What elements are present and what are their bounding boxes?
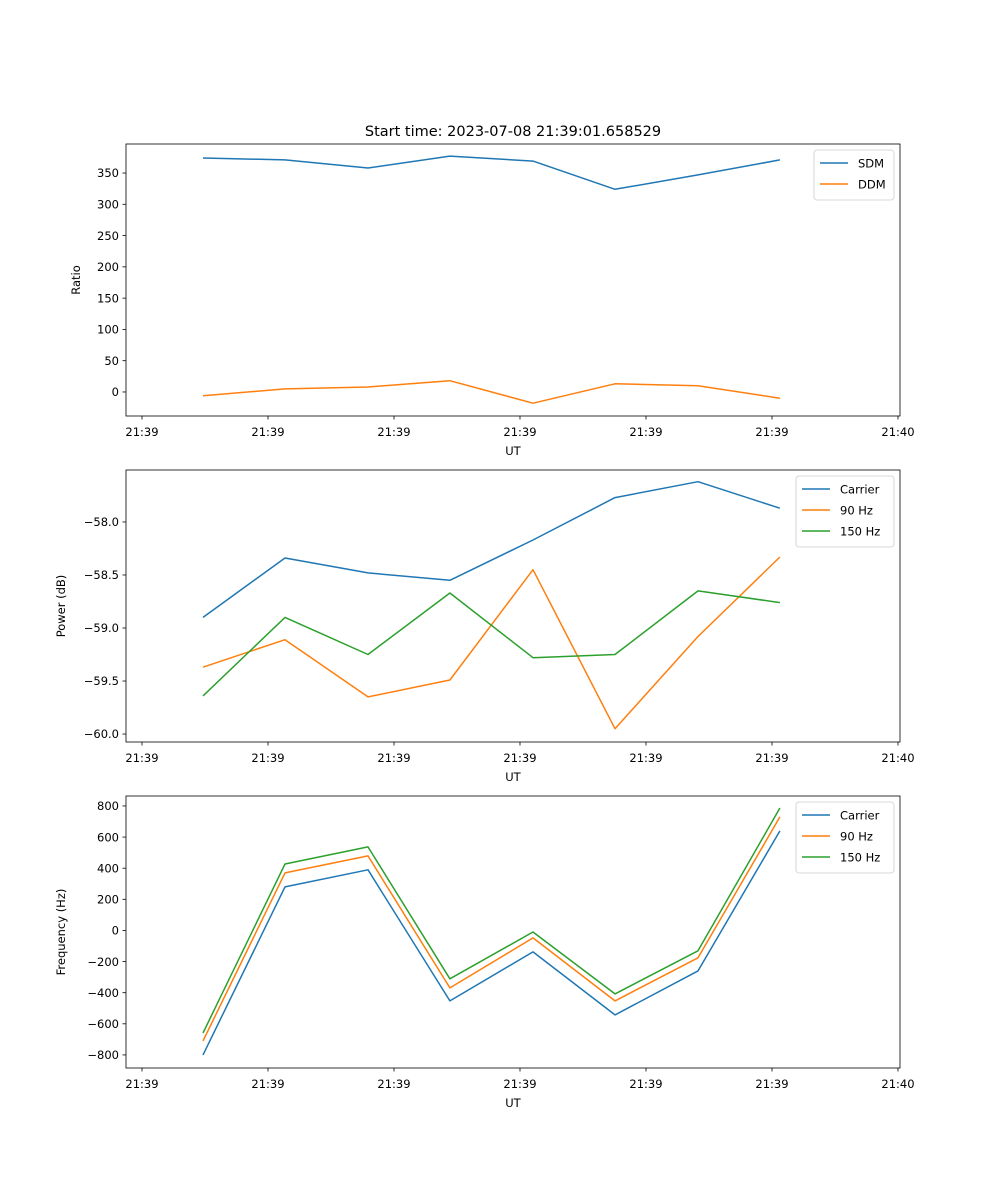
x-tick-label: 21:39 xyxy=(125,751,158,765)
legend-label: Carrier xyxy=(840,483,880,497)
y-tick-label: 800 xyxy=(97,799,119,813)
x-tick-label: 21:39 xyxy=(251,425,284,439)
y-tick-label: −59.0 xyxy=(84,621,119,635)
legend-label: 90 Hz xyxy=(840,504,873,518)
y-tick-label: −58.0 xyxy=(84,515,119,529)
y-tick-label: 300 xyxy=(97,198,119,212)
x-axis-label: UT xyxy=(505,1096,521,1110)
x-tick-label: 21:39 xyxy=(503,1077,536,1091)
x-tick-label: 21:40 xyxy=(881,425,914,439)
x-tick-label: 21:40 xyxy=(881,1077,914,1091)
y-axis-label: Ratio xyxy=(69,265,83,295)
x-tick-label: 21:39 xyxy=(629,1077,662,1091)
figure-title: Start time: 2023-07-08 21:39:01.658529 xyxy=(365,124,661,140)
x-tick-label: 21:39 xyxy=(629,425,662,439)
x-tick-label: 21:39 xyxy=(125,1077,158,1091)
x-tick-label: 21:39 xyxy=(125,425,158,439)
legend-box xyxy=(795,801,895,874)
legend-label: Carrier xyxy=(840,809,880,823)
series-line-carrier xyxy=(202,480,781,619)
y-axis-label: Frequency (Hz) xyxy=(54,889,68,976)
legend: SDM DDM xyxy=(813,149,895,201)
x-tick-label: 21:40 xyxy=(881,751,914,765)
series-line-150-hz xyxy=(202,807,781,1034)
series-line-90-hz xyxy=(202,816,781,1042)
x-tick-label: 21:39 xyxy=(251,751,284,765)
legend-box xyxy=(795,475,895,548)
y-tick-label: 100 xyxy=(97,323,119,337)
legend: Carrier 90 Hz 150 Hz xyxy=(795,801,895,874)
chart-3: 21:39 21:39 21:39 21:39 21:39 21:39 21:40 −800 −… xyxy=(54,795,915,1110)
y-tick-label: 600 xyxy=(97,830,119,844)
x-tick-label: 21:39 xyxy=(755,751,788,765)
series-line-sdm xyxy=(202,155,781,191)
axes-frame xyxy=(125,795,901,1069)
y-tick-label: 50 xyxy=(104,354,119,368)
y-tick-label: 250 xyxy=(97,229,119,243)
x-tick-label: 21:39 xyxy=(755,1077,788,1091)
y-tick-label: −600 xyxy=(87,1017,119,1031)
legend-label: SDM xyxy=(858,157,884,171)
series-line-carrier xyxy=(202,830,781,1056)
y-axis-label: Power (dB) xyxy=(54,575,68,638)
y-tick-label: 0 xyxy=(112,385,119,399)
x-tick-label: 21:39 xyxy=(503,751,536,765)
x-tick-label: 21:39 xyxy=(755,425,788,439)
axes-frame xyxy=(125,469,901,743)
y-tick-label: 400 xyxy=(97,861,119,875)
x-tick-label: 21:39 xyxy=(251,1077,284,1091)
y-tick-label: 200 xyxy=(97,893,119,907)
x-tick-label: 21:39 xyxy=(377,1077,410,1091)
y-tick-label: −800 xyxy=(87,1048,119,1062)
y-tick-label: −59.5 xyxy=(84,674,119,688)
x-tick-label: 21:39 xyxy=(503,425,536,439)
x-tick-label: 21:39 xyxy=(377,425,410,439)
y-tick-label: −60.0 xyxy=(84,727,119,741)
legend-label: 150 Hz xyxy=(840,525,880,539)
series-line-ddm xyxy=(202,379,781,404)
axes-frame xyxy=(125,143,901,417)
chart-1: 21:39 21:39 21:39 21:39 21:39 21:39 21:40 0 50 10… xyxy=(69,143,915,458)
series-line-90-hz xyxy=(202,556,781,730)
legend-label: 150 Hz xyxy=(840,851,880,865)
x-axis-label: UT xyxy=(505,444,521,458)
chart-2: 21:39 21:39 21:39 21:39 21:39 21:39 21:40 −60.0… xyxy=(54,469,915,784)
y-tick-label: −200 xyxy=(87,955,119,969)
y-tick-label: −58.5 xyxy=(84,568,119,582)
y-tick-label: 350 xyxy=(97,166,119,180)
series-line-150-hz xyxy=(202,590,781,697)
x-tick-label: 21:39 xyxy=(377,751,410,765)
legend: Carrier 90 Hz 150 Hz xyxy=(795,475,895,548)
legend-label: DDM xyxy=(858,178,886,192)
legend-label: 90 Hz xyxy=(840,830,873,844)
y-tick-label: 150 xyxy=(97,291,119,305)
x-axis-label: UT xyxy=(505,770,521,784)
y-tick-label: 200 xyxy=(97,260,119,274)
y-tick-label: −400 xyxy=(87,986,119,1000)
x-tick-label: 21:39 xyxy=(629,751,662,765)
y-tick-label: 0 xyxy=(112,924,119,938)
